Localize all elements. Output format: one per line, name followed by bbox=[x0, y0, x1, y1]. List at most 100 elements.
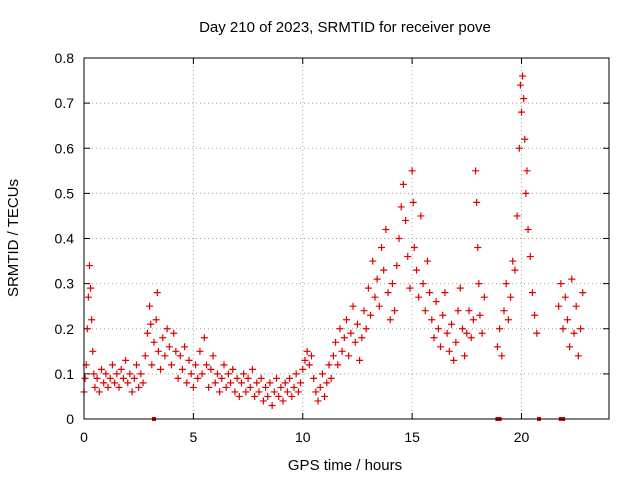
data-point bbox=[417, 212, 425, 220]
data-point bbox=[437, 343, 445, 351]
x-tick-label: 15 bbox=[404, 429, 420, 445]
data-point bbox=[561, 293, 569, 301]
y-tick-label: 0 bbox=[66, 411, 74, 427]
data-point bbox=[375, 302, 383, 310]
data-point bbox=[91, 383, 99, 391]
data-point bbox=[524, 225, 532, 233]
data-point bbox=[347, 329, 355, 337]
data-point bbox=[305, 361, 313, 369]
data-point bbox=[170, 329, 178, 337]
data-point bbox=[493, 343, 501, 351]
data-point bbox=[426, 289, 434, 297]
data-point bbox=[474, 244, 482, 252]
data-point bbox=[147, 320, 155, 328]
data-point bbox=[327, 374, 335, 382]
data-point bbox=[360, 307, 368, 315]
data-point bbox=[270, 388, 278, 396]
data-point bbox=[432, 298, 440, 306]
data-point bbox=[229, 365, 237, 373]
data-point bbox=[443, 329, 451, 337]
data-point bbox=[465, 307, 473, 315]
data-point bbox=[423, 257, 431, 265]
chart-title: Day 210 of 2023, SRMTID for receiver pov… bbox=[199, 19, 491, 36]
data-point bbox=[266, 379, 274, 387]
data-point bbox=[323, 379, 331, 387]
data-point bbox=[218, 374, 226, 382]
data-point bbox=[559, 325, 567, 333]
data-point bbox=[264, 392, 272, 400]
data-point bbox=[526, 253, 534, 261]
data-point bbox=[572, 302, 580, 310]
data-point bbox=[399, 180, 407, 188]
data-point bbox=[283, 388, 291, 396]
data-point bbox=[148, 361, 156, 369]
data-point bbox=[279, 397, 287, 405]
data-point bbox=[106, 374, 114, 382]
data-point bbox=[448, 320, 455, 328]
data-point bbox=[176, 352, 184, 360]
data-point bbox=[456, 284, 464, 292]
data-point bbox=[349, 302, 357, 310]
data-point bbox=[334, 361, 342, 369]
y-tick-label: 0.5 bbox=[55, 185, 75, 201]
data-point bbox=[122, 356, 130, 364]
data-point bbox=[500, 307, 508, 315]
data-point bbox=[516, 81, 524, 89]
data-point bbox=[299, 365, 307, 373]
data-point bbox=[332, 338, 340, 346]
data-point bbox=[128, 388, 136, 396]
data-point bbox=[404, 253, 412, 261]
data-point bbox=[93, 374, 101, 382]
data-point bbox=[478, 329, 486, 337]
data-point bbox=[143, 329, 151, 337]
data-point bbox=[189, 383, 197, 391]
data-point bbox=[463, 329, 471, 337]
data-point bbox=[85, 262, 93, 270]
data-point bbox=[310, 374, 318, 382]
data-point bbox=[409, 198, 417, 206]
data-point bbox=[281, 379, 289, 387]
data-point bbox=[89, 347, 97, 355]
data-point bbox=[316, 383, 324, 391]
data-point bbox=[163, 325, 171, 333]
data-point bbox=[533, 329, 541, 337]
data-point bbox=[102, 370, 110, 378]
data-point bbox=[476, 311, 484, 319]
data-point bbox=[480, 293, 488, 301]
data-point bbox=[314, 397, 322, 405]
data-point bbox=[301, 356, 309, 364]
data-point bbox=[262, 383, 270, 391]
data-point bbox=[507, 293, 515, 301]
data-point bbox=[240, 370, 248, 378]
data-point bbox=[496, 325, 504, 333]
data-point bbox=[406, 284, 414, 292]
data-point bbox=[504, 316, 512, 324]
data-point bbox=[469, 316, 477, 324]
data-point bbox=[253, 379, 261, 387]
data-point bbox=[531, 311, 539, 319]
data-point bbox=[509, 257, 517, 265]
data-point bbox=[198, 370, 206, 378]
data-point bbox=[251, 392, 259, 400]
data-point bbox=[227, 379, 235, 387]
data-point bbox=[362, 325, 370, 333]
data-point bbox=[413, 266, 420, 274]
data-point bbox=[340, 334, 348, 342]
y-tick-label: 0.8 bbox=[55, 50, 75, 66]
data-point bbox=[555, 302, 563, 310]
data-point bbox=[290, 383, 298, 391]
data-point bbox=[343, 316, 350, 324]
data-point bbox=[124, 379, 132, 387]
data-point bbox=[312, 388, 320, 396]
plot-frame bbox=[83, 57, 610, 420]
data-point bbox=[181, 343, 189, 351]
data-point bbox=[90, 370, 98, 378]
data-point bbox=[259, 397, 267, 405]
data-point bbox=[194, 374, 202, 382]
data-point bbox=[213, 370, 221, 378]
data-point bbox=[408, 167, 416, 175]
data-point bbox=[154, 347, 162, 355]
data-point bbox=[157, 365, 165, 373]
data-point bbox=[98, 365, 105, 373]
